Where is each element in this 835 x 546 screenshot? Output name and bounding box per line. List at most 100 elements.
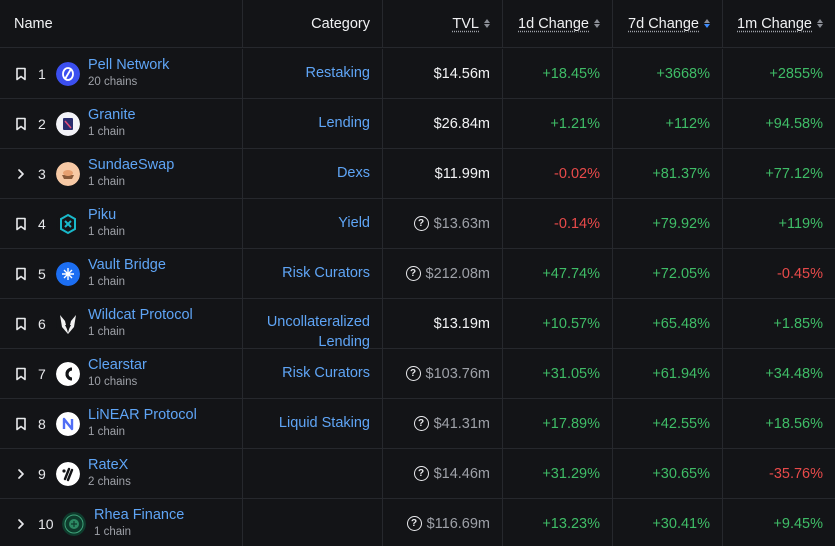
expand-chevron-icon[interactable] (14, 517, 28, 531)
table-row[interactable]: 10 Rhea Finance 1 chain? $116.69m +13.23% +30… (0, 499, 835, 546)
tvl-value: $116.69m (427, 516, 490, 532)
column-header-category[interactable]: Category (243, 0, 382, 47)
expand-chevron-icon[interactable] (14, 467, 28, 481)
tvl-value: $103.76m (426, 366, 491, 382)
change-7d-value: +72.05% (652, 266, 710, 282)
category-link[interactable] (243, 499, 382, 546)
table-row[interactable]: 3 SundaeSwap 1 chain Dexs $11.99m -0.02% +81.3… (0, 149, 835, 199)
sort-icon (594, 19, 600, 28)
table-row[interactable]: 1 Pell Network 20 chains Restaking $14.56m +1… (0, 49, 835, 99)
bookmark-icon[interactable] (14, 267, 28, 281)
protocol-name-link[interactable]: RateX (88, 457, 131, 474)
column-header-1d-change[interactable]: 1d Change (503, 0, 612, 47)
change-7d-value: +30.65% (652, 466, 710, 482)
table-header: Name Category TVL 1d Change 7d Change 1m… (0, 0, 835, 48)
tvl-value: $11.99m (435, 166, 490, 182)
category-label: Liquid Staking (279, 415, 370, 431)
table-row[interactable]: 6 Wildcat Protocol 1 chain Uncollateralized… (0, 299, 835, 349)
tvl-value: $212.08m (426, 266, 491, 282)
1m-change-header-label: 1m Change (737, 16, 812, 32)
question-circle-icon[interactable]: ? (414, 466, 429, 481)
bookmark-icon[interactable] (14, 317, 28, 331)
column-header-tvl[interactable]: TVL (383, 0, 502, 47)
category-label: Dexs (337, 165, 370, 181)
protocol-name-link[interactable]: Clearstar (88, 357, 147, 374)
row-rank: 6 (38, 316, 56, 332)
bookmark-icon[interactable] (14, 417, 28, 431)
change-7d-value: +30.41% (652, 516, 710, 532)
table-row[interactable]: 8 LiNEAR Protocol 1 chain Liquid Staking? $4… (0, 399, 835, 449)
question-circle-icon[interactable]: ? (407, 516, 422, 531)
change-1d-value: +47.74% (542, 266, 600, 282)
column-header-name[interactable]: Name (0, 0, 242, 47)
category-link[interactable] (243, 449, 382, 498)
change-1d-value: +10.57% (542, 316, 600, 332)
change-1m-value: -35.76% (769, 466, 823, 482)
table-row[interactable]: 7 Clearstar 10 chains Risk Curators? $103.76… (0, 349, 835, 399)
change-1d-value: +18.45% (542, 66, 600, 82)
bookmark-icon[interactable] (14, 117, 28, 131)
protocol-name-link[interactable]: Wildcat Protocol (88, 307, 193, 324)
bookmark-icon[interactable] (14, 367, 28, 381)
change-7d-value: +112% (666, 116, 710, 132)
category-label-line2: Lending (318, 334, 370, 350)
change-1d-value: +31.29% (542, 466, 600, 482)
category-link[interactable]: Uncollateralized Lending (243, 299, 382, 348)
tvl-value: $14.56m (434, 66, 490, 82)
question-circle-icon[interactable]: ? (406, 266, 421, 281)
category-link[interactable]: Yield (243, 199, 382, 248)
change-1d-value: +31.05% (542, 366, 600, 382)
category-link[interactable]: Dexs (243, 149, 382, 198)
protocol-name-link[interactable]: Piku (88, 207, 125, 224)
protocol-name-link[interactable]: LiNEAR Protocol (88, 407, 197, 424)
category-label: Uncollateralized (267, 314, 370, 330)
row-rank: 4 (38, 216, 56, 232)
question-circle-icon[interactable]: ? (414, 216, 429, 231)
table-row[interactable]: 2 Granite 1 chain Lending $26.84m +1.21% +112%… (0, 99, 835, 149)
chain-count: 1 chain (88, 226, 125, 240)
protocol-name-link[interactable]: Granite (88, 107, 136, 124)
protocol-name-link[interactable]: Rhea Finance (94, 507, 184, 524)
change-7d-value: +42.55% (652, 416, 710, 432)
category-link[interactable]: Lending (243, 99, 382, 148)
category-link[interactable]: Liquid Staking (243, 399, 382, 448)
sort-icon (817, 19, 823, 28)
chain-count: 10 chains (88, 376, 147, 390)
piku-logo-icon (56, 212, 80, 236)
column-header-1m-change[interactable]: 1m Change (723, 0, 835, 47)
row-rank: 7 (38, 366, 56, 382)
change-1m-value: +1.85% (773, 316, 823, 332)
category-label: Lending (318, 115, 370, 131)
category-link[interactable]: Restaking (243, 49, 382, 98)
row-rank: 5 (38, 266, 56, 282)
clearstar-logo-icon (56, 362, 80, 386)
column-header-7d-change[interactable]: 7d Change (613, 0, 722, 47)
change-7d-value: +61.94% (652, 366, 710, 382)
row-rank: 2 (38, 116, 56, 132)
change-7d-value: +65.48% (652, 316, 710, 332)
bookmark-icon[interactable] (14, 67, 28, 81)
change-1m-value: +77.12% (765, 166, 823, 182)
category-link[interactable]: Risk Curators (243, 349, 382, 398)
category-link[interactable]: Risk Curators (243, 249, 382, 298)
question-circle-icon[interactable]: ? (406, 366, 421, 381)
protocol-name-link[interactable]: SundaeSwap (88, 157, 174, 174)
table-row[interactable]: 5 Vault Bridge 1 chain Risk Curators? $212.0… (0, 249, 835, 299)
tvl-header-label: TVL (452, 16, 479, 32)
sundaeswap-logo-icon (56, 162, 80, 186)
protocol-name-link[interactable]: Pell Network (88, 57, 169, 74)
bookmark-icon[interactable] (14, 217, 28, 231)
protocol-name-link[interactable]: Vault Bridge (88, 257, 166, 274)
expand-chevron-icon[interactable] (14, 167, 28, 181)
question-circle-icon[interactable]: ? (414, 416, 429, 431)
table-row[interactable]: 9 RateX 2 chains? $14.46m +31.29% +30.65% -35.… (0, 449, 835, 499)
change-1m-value: +34.48% (765, 366, 823, 382)
table-row[interactable]: 4 Piku 1 chain Yield? $13.63m -0.14% +79.92% +1… (0, 199, 835, 249)
sort-icon (484, 19, 490, 28)
granite-logo-icon (56, 112, 80, 136)
category-label: Risk Curators (282, 265, 370, 281)
chain-count: 1 chain (88, 326, 193, 340)
chain-count: 1 chain (88, 126, 136, 140)
tvl-value: $13.63m (434, 216, 490, 232)
